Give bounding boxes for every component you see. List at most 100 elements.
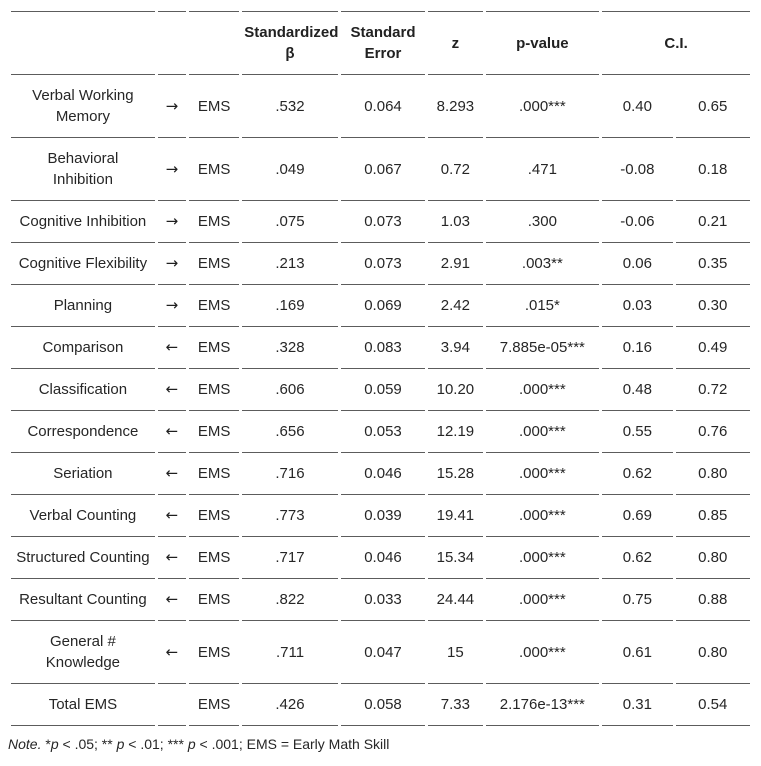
row-label: Total EMS [11, 684, 155, 726]
row-label: Structured Counting [11, 537, 155, 579]
ci-low-cell: 0.62 [602, 537, 673, 579]
se-cell: 0.058 [340, 684, 426, 726]
latent-cell: EMS [188, 327, 240, 369]
ci-low-cell: 0.75 [602, 579, 673, 621]
table-row: General # Knowledge ← EMS .711 0.047 15.000***… [11, 621, 750, 684]
ci-high-cell: 0.54 [675, 684, 750, 726]
p-value-cell: .015* [485, 285, 600, 327]
latent-cell: EMS [188, 684, 240, 726]
row-label: Classification [11, 369, 155, 411]
beta-cell: .606 [242, 369, 338, 411]
row-label: Seriation [11, 453, 155, 495]
z-cell: 8.293 [428, 75, 483, 138]
ci-high-cell: 0.80 [675, 621, 750, 684]
ci-high-cell: 0.76 [675, 411, 750, 453]
table-row: Total EMS EMS .426 0.058 7.33 2.176e-13*** 0.3… [11, 684, 750, 726]
se-cell: 0.053 [340, 411, 426, 453]
arrow-right-icon: → [157, 285, 186, 327]
p-value-cell: .000*** [485, 411, 600, 453]
results-table: Standardized β Standard Error z p-value C.… [8, 11, 753, 726]
latent-cell: EMS [188, 621, 240, 684]
beta-cell: .532 [242, 75, 338, 138]
latent-cell: EMS [188, 579, 240, 621]
row-label: Cognitive Inhibition [11, 201, 155, 243]
table-note: Note. *p < .05; ** p < .01; *** p < .001… [8, 735, 761, 753]
z-cell: 0.72 [428, 138, 483, 201]
row-label: Resultant Counting [11, 579, 155, 621]
latent-cell: EMS [188, 138, 240, 201]
note-italic-segment: p [187, 736, 196, 752]
z-cell: 15.28 [428, 453, 483, 495]
beta-cell: .711 [242, 621, 338, 684]
p-value-cell: .000*** [485, 621, 600, 684]
se-cell: 0.064 [340, 75, 426, 138]
se-cell: 0.046 [340, 453, 426, 495]
table-row: Cognitive Inhibition → EMS .075 0.073 1.03.30… [11, 201, 750, 243]
latent-cell: EMS [188, 411, 240, 453]
z-cell: 15 [428, 621, 483, 684]
z-cell: 7.33 [428, 684, 483, 726]
z-cell: 10.20 [428, 369, 483, 411]
ci-low-cell: 0.31 [602, 684, 673, 726]
beta-cell: .716 [242, 453, 338, 495]
beta-cell: .169 [242, 285, 338, 327]
row-label: Planning [11, 285, 155, 327]
ci-low-cell: 0.69 [602, 495, 673, 537]
note-segment: * [41, 736, 51, 752]
arrow-left-icon: ← [157, 411, 186, 453]
se-cell: 0.059 [340, 369, 426, 411]
header-empty-label [11, 11, 155, 75]
table-row: Seriation ← EMS .716 0.046 15.28.000*** 0.62 0.… [11, 453, 750, 495]
table-row: Verbal Counting ← EMS .773 0.039 19.41.000***… [11, 495, 750, 537]
note-segment: < .001; EMS = Early Math Skill [195, 736, 390, 752]
header-empty-latent [188, 11, 240, 75]
table-row: Structured Counting ← EMS .717 0.046 15.34.00… [11, 537, 750, 579]
p-value-cell: .471 [485, 138, 600, 201]
ci-low-cell: 0.62 [602, 453, 673, 495]
p-value-cell: .000*** [485, 369, 600, 411]
z-cell: 12.19 [428, 411, 483, 453]
arrow-left-icon: ← [157, 369, 186, 411]
arrow-left-icon: ← [157, 579, 186, 621]
row-label: Verbal Working Memory [11, 75, 155, 138]
ci-high-cell: 0.80 [675, 537, 750, 579]
p-value-cell: 7.885e-05*** [485, 327, 600, 369]
beta-cell: .328 [242, 327, 338, 369]
arrow-empty [157, 684, 186, 726]
z-cell: 19.41 [428, 495, 483, 537]
note-segment: < .05; ** [58, 736, 117, 752]
z-cell: 1.03 [428, 201, 483, 243]
beta-cell: .075 [242, 201, 338, 243]
note-italic-segment: p [116, 736, 125, 752]
arrow-right-icon: → [157, 201, 186, 243]
beta-cell: .049 [242, 138, 338, 201]
p-value-cell: .003** [485, 243, 600, 285]
ci-high-cell: 0.30 [675, 285, 750, 327]
ci-low-cell: 0.40 [602, 75, 673, 138]
table-row: Planning → EMS .169 0.069 2.42.015* 0.03 0.30 [11, 285, 750, 327]
se-cell: 0.069 [340, 285, 426, 327]
table-row: Verbal Working Memory → EMS .532 0.064 8.293.0… [11, 75, 750, 138]
ci-high-cell: 0.65 [675, 75, 750, 138]
arrow-left-icon: ← [157, 495, 186, 537]
table-row: Correspondence ← EMS .656 0.053 12.19.000*** 0… [11, 411, 750, 453]
latent-cell: EMS [188, 453, 240, 495]
beta-cell: .773 [242, 495, 338, 537]
se-cell: 0.033 [340, 579, 426, 621]
z-cell: 15.34 [428, 537, 483, 579]
beta-cell: .656 [242, 411, 338, 453]
arrow-left-icon: ← [157, 453, 186, 495]
se-cell: 0.046 [340, 537, 426, 579]
p-value-cell: 2.176e-13*** [485, 684, 600, 726]
ci-low-cell: 0.55 [602, 411, 673, 453]
ci-low-cell: 0.06 [602, 243, 673, 285]
table-row: Behavioral Inhibition → EMS .049 0.067 0.72.47… [11, 138, 750, 201]
z-cell: 24.44 [428, 579, 483, 621]
p-value-cell: .000*** [485, 453, 600, 495]
z-cell: 2.91 [428, 243, 483, 285]
ci-low-cell: 0.61 [602, 621, 673, 684]
ci-low-cell: 0.48 [602, 369, 673, 411]
latent-cell: EMS [188, 495, 240, 537]
ci-low-cell: 0.03 [602, 285, 673, 327]
